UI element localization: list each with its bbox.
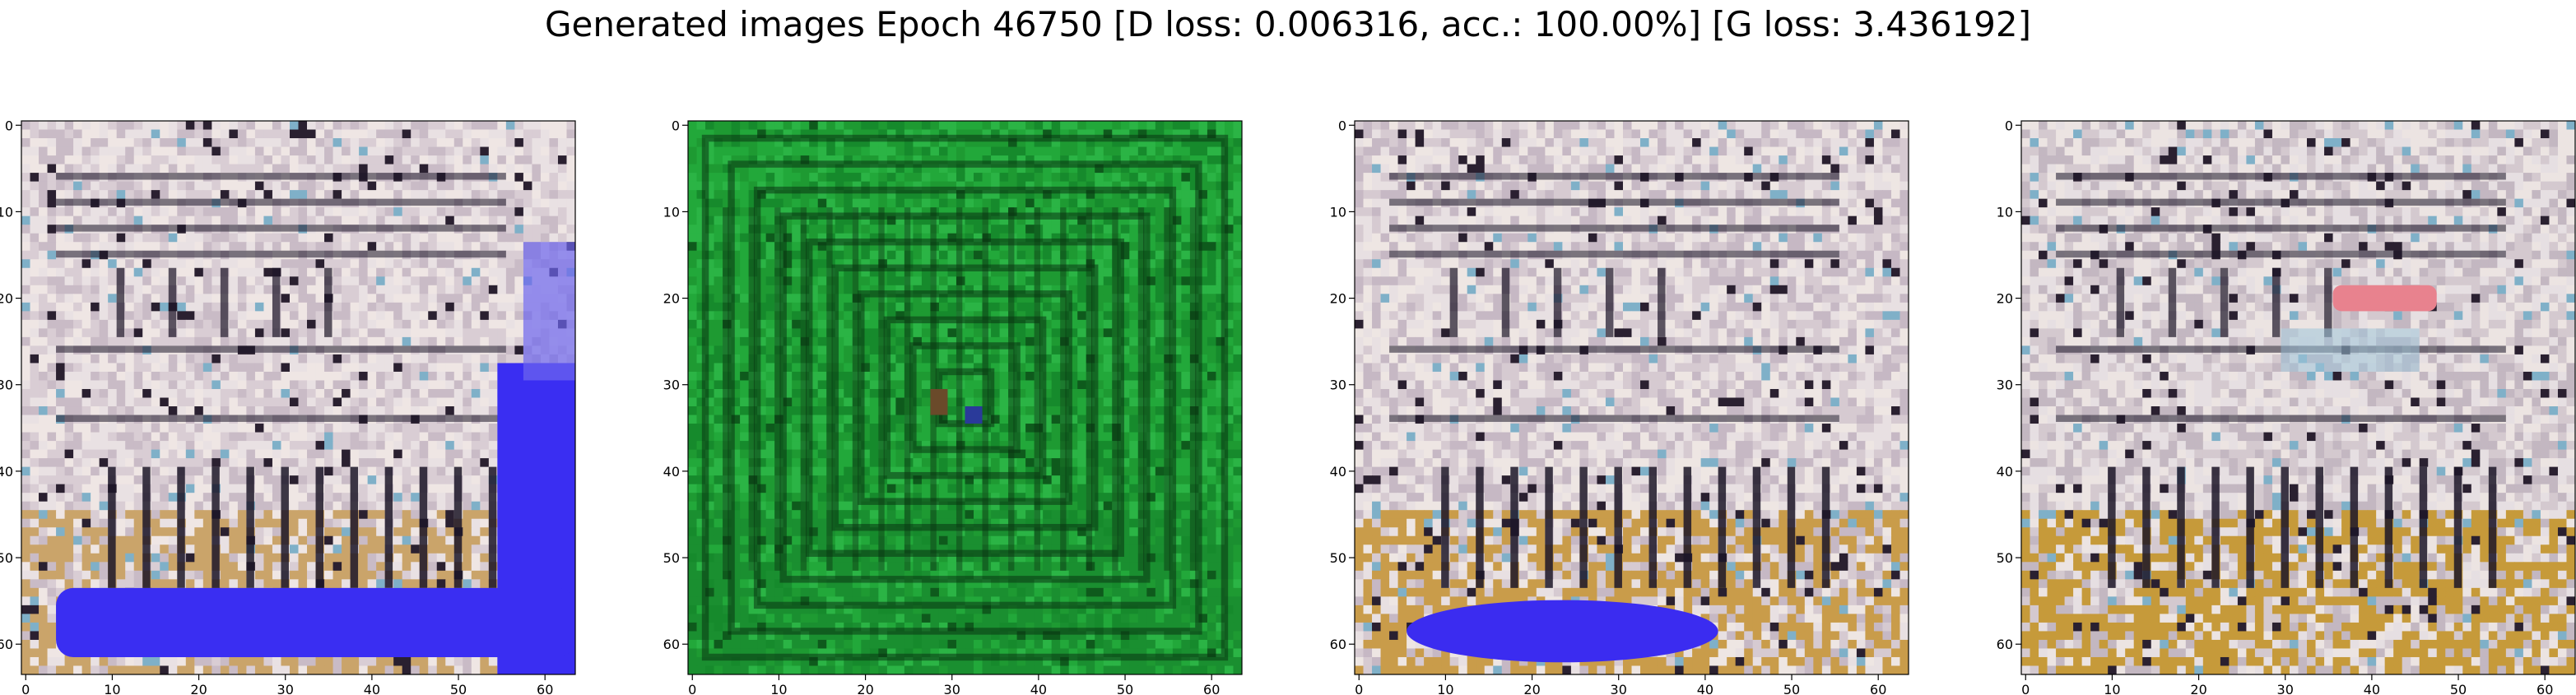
- x-tick-label: 60: [2536, 682, 2553, 695]
- x-tick-label: 10: [2104, 682, 2120, 695]
- y-tick-label: 50: [0, 550, 13, 566]
- x-tick-label: 10: [770, 682, 787, 695]
- y-tick-label: 60: [0, 637, 13, 652]
- x-tick-label: 40: [2364, 682, 2380, 695]
- x-tick-label: 0: [688, 682, 696, 695]
- x-tick-label: 10: [104, 682, 120, 695]
- y-tick-label: 50: [1997, 550, 2013, 566]
- x-tick-label: 30: [1611, 682, 1627, 695]
- y-tick-label: 0: [1338, 118, 1346, 133]
- y-tick-label: 10: [0, 204, 13, 220]
- x-tick-label: 40: [364, 682, 380, 695]
- x-tick-label: 0: [1355, 682, 1363, 695]
- x-tick-label: 20: [190, 682, 207, 695]
- x-tick-label: 50: [2450, 682, 2467, 695]
- axes-frame: [1354, 120, 1909, 675]
- y-tick-label: 20: [0, 291, 13, 307]
- y-tick-label: 60: [1997, 637, 2013, 652]
- y-tick-label: 40: [0, 464, 13, 480]
- x-tick-label: 30: [944, 682, 960, 695]
- y-tick-label: 60: [663, 637, 680, 652]
- x-tick-label: 30: [2277, 682, 2294, 695]
- x-tick-label: 40: [1030, 682, 1047, 695]
- image-panel-1: 0 0 10 10 20 20 30 30 40 40 50 50 60 60: [0, 118, 576, 695]
- y-tick-label: 20: [1997, 291, 2013, 307]
- y-tick-label: 0: [2005, 118, 2013, 133]
- x-tick-label: 60: [1203, 682, 1220, 695]
- y-tick-label: 30: [0, 378, 13, 393]
- y-tick-label: 20: [1330, 291, 1346, 307]
- y-tick-label: 30: [1330, 378, 1346, 393]
- x-tick-label: 20: [1523, 682, 1540, 695]
- figure-title: Generated images Epoch 46750 [D loss: 0.…: [544, 4, 2032, 44]
- y-tick-label: 60: [1330, 637, 1346, 652]
- generated-image: [1355, 121, 1909, 674]
- x-tick-label: 0: [2021, 682, 2030, 695]
- x-tick-label: 30: [277, 682, 294, 695]
- y-tick-label: 50: [663, 550, 680, 566]
- y-tick-label: 0: [5, 118, 13, 133]
- axes-frame: [687, 120, 1243, 675]
- y-tick-label: 20: [663, 291, 680, 307]
- generated-image: [688, 121, 1242, 674]
- y-tick-label: 10: [1330, 204, 1346, 220]
- y-tick-label: 0: [672, 118, 680, 133]
- image-panels: 0 0 10 10 20 20 30 30 40 40 50 50 60 60 0 0 10 10 20 20 30 30…: [0, 118, 2576, 695]
- image-panel-3: 0 0 10 10 20 20 30 30 40 40 50 50 60 60: [1330, 118, 1909, 695]
- axes-frame: [21, 120, 576, 675]
- x-tick-label: 50: [1117, 682, 1133, 695]
- y-tick-label: 40: [1330, 464, 1346, 480]
- generated-image: [21, 121, 575, 674]
- y-tick-label: 50: [1330, 550, 1346, 566]
- generated-image: [2021, 121, 2575, 674]
- x-tick-label: 60: [1870, 682, 1886, 695]
- y-tick-label: 40: [663, 464, 680, 480]
- x-tick-label: 50: [450, 682, 467, 695]
- y-tick-label: 10: [1997, 204, 2013, 220]
- image-panel-4: 0 0 10 10 20 20 30 30 40 40 50 50 60 60: [1997, 118, 2576, 695]
- axes-frame: [2020, 120, 2576, 675]
- x-tick-label: 20: [2190, 682, 2206, 695]
- y-tick-label: 40: [1997, 464, 2013, 480]
- x-tick-label: 0: [21, 682, 30, 695]
- y-tick-label: 30: [1997, 378, 2013, 393]
- image-panel-2: 0 0 10 10 20 20 30 30 40 40 50 50 60 60: [663, 118, 1243, 695]
- x-tick-label: 10: [1437, 682, 1453, 695]
- x-tick-label: 50: [1783, 682, 1800, 695]
- x-tick-label: 40: [1697, 682, 1713, 695]
- x-tick-label: 20: [857, 682, 873, 695]
- y-tick-label: 10: [663, 204, 680, 220]
- x-tick-label: 60: [537, 682, 553, 695]
- y-tick-label: 30: [663, 378, 680, 393]
